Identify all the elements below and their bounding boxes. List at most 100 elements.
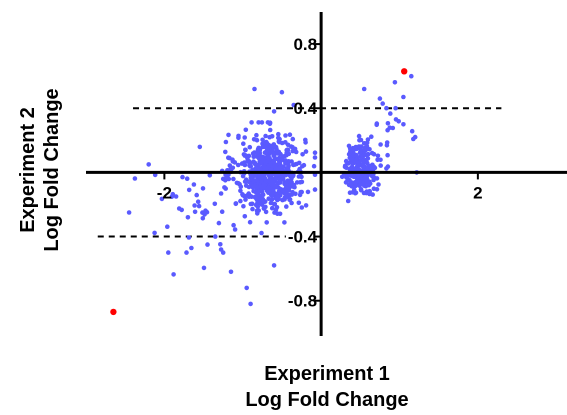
data-point [275,182,280,187]
data-point [216,220,222,226]
data-point [240,173,246,179]
data-point [276,131,281,137]
data-point [294,180,300,185]
data-point [365,137,371,142]
data-point [285,161,291,167]
data-point [195,199,201,204]
x-tick-label: 2 [473,183,482,202]
data-point [256,145,262,151]
data-point [345,198,351,204]
data-point [288,179,293,185]
data-point [273,166,279,172]
data-point [271,152,277,157]
data-point [261,157,266,162]
data-point [260,137,265,143]
data-point [401,122,406,127]
data-point [305,189,311,195]
data-point [196,203,202,209]
data-point [251,178,256,184]
y-axis-title-line2: Log Fold Change [41,88,63,251]
data-point [312,187,318,192]
data-point [291,102,297,108]
x-axis-title-line2: Log Fold Change [245,389,408,411]
data-point [356,144,362,149]
data-point [291,182,297,188]
axes [86,12,567,336]
data-point [279,175,284,180]
data-point [387,125,393,130]
data-point [267,147,272,153]
data-point [236,135,241,141]
data-point [194,192,199,198]
data-point [384,105,389,111]
data-point [205,242,210,247]
data-point [289,159,294,164]
data-point [277,139,282,145]
data-point [200,186,206,191]
data-point [247,219,253,225]
data-point [226,132,231,138]
data-point [380,101,386,106]
data-point [243,147,248,153]
data-point [346,177,352,183]
data-point [371,186,377,191]
data-point [228,269,234,275]
data-point [339,174,345,180]
data-point [365,156,371,161]
data-point [258,166,264,171]
data-point [264,186,270,192]
data-point [255,184,260,190]
data-point [361,190,367,196]
data-point [377,96,383,101]
threshold-lines [97,107,502,238]
data-point [372,165,378,171]
data-point [259,120,265,125]
data-point [213,234,218,239]
data-point [393,105,398,111]
data-point [388,111,393,116]
data-point [384,166,389,171]
data-point [263,179,269,184]
data-point [235,162,241,168]
data-point [384,143,390,148]
data-point [366,179,372,185]
data-point [409,73,414,79]
data-point [269,193,275,199]
data-point [268,143,273,149]
data-point [300,152,305,157]
data-point [238,184,244,190]
data-point [292,146,298,152]
data-point [270,182,275,187]
data-point [358,137,364,143]
data-point [288,173,293,179]
data-point [238,198,243,204]
data-point [132,176,138,181]
data-point [192,203,197,208]
data-point [184,176,190,181]
data-point [264,220,270,225]
data-point [348,149,353,154]
data-point [361,86,367,92]
data-point [371,177,376,183]
data-point [267,134,272,140]
data-point [241,141,246,146]
data-point [186,187,192,193]
data-point [367,188,372,194]
data-point [275,211,280,216]
data-point [412,134,418,140]
data-point [218,242,223,247]
data-point [261,206,267,211]
data-points [126,73,420,307]
data-point [180,174,185,180]
data-point [254,137,260,143]
data-point [256,156,262,161]
data-point [312,155,318,160]
data-point [245,159,250,164]
data-point [296,174,302,179]
data-point [264,150,269,156]
data-point [242,214,248,219]
data-point [232,227,238,232]
data-point [185,215,191,220]
data-point [250,151,256,156]
data-point [282,220,287,225]
